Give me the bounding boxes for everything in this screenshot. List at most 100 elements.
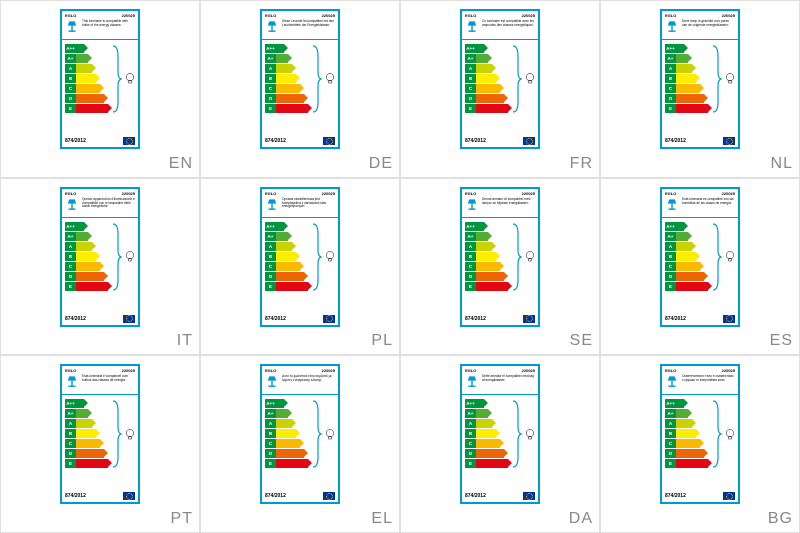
energy-class-label: C bbox=[265, 262, 276, 271]
energy-arrow bbox=[676, 419, 692, 428]
regulation-text: 874/2012 bbox=[65, 316, 86, 322]
energy-class-label: E bbox=[665, 104, 676, 113]
energy-class-label: A+ bbox=[265, 232, 276, 241]
energy-area: A++ A+ A B C D E bbox=[662, 395, 738, 490]
info-row: Questo apparecchio d'illuminazione è com… bbox=[62, 196, 138, 218]
energy-class-label: A+ bbox=[665, 409, 676, 418]
bracket-icon bbox=[112, 399, 122, 469]
energy-row-A+: A+ bbox=[65, 409, 135, 418]
energy-row-A+: A+ bbox=[265, 409, 335, 418]
lamp-icon bbox=[65, 20, 79, 34]
energy-area: A++ A+ A B C D E bbox=[62, 40, 138, 135]
energy-arrow bbox=[276, 64, 292, 73]
energy-arrow bbox=[76, 222, 84, 231]
energy-class-label: C bbox=[665, 439, 676, 448]
card-header: EGLO 220025 bbox=[262, 366, 338, 373]
energy-area: A++ A+ A B C D E bbox=[462, 40, 538, 135]
lamp-icon bbox=[65, 198, 79, 212]
lamp-icon bbox=[65, 375, 79, 389]
energy-class-label: D bbox=[665, 449, 676, 458]
compatibility-text: Diese Leuchte ist kompatibel mit den Leu… bbox=[282, 20, 335, 28]
lamp-icon bbox=[265, 20, 279, 34]
energy-arrow bbox=[76, 429, 96, 438]
card-footer: 874/2012 bbox=[462, 490, 538, 502]
energy-arrow bbox=[276, 94, 304, 103]
energy-row-E: E bbox=[65, 459, 135, 468]
energy-arrow bbox=[676, 242, 692, 251]
energy-class-label: A+ bbox=[65, 409, 76, 418]
regulation-text: 874/2012 bbox=[665, 493, 686, 499]
energy-arrow bbox=[276, 84, 300, 93]
card-header: EGLO 220025 bbox=[262, 189, 338, 196]
energy-label-card: EGLO 220025 Deze lamp is geschikt voor p… bbox=[660, 9, 740, 149]
energy-arrow bbox=[476, 84, 500, 93]
language-code: ES bbox=[770, 332, 793, 350]
card-footer: 874/2012 bbox=[62, 135, 138, 147]
energy-row-D: D bbox=[665, 94, 735, 103]
energy-row-A+: A+ bbox=[265, 232, 335, 241]
energy-class-label: A+ bbox=[465, 409, 476, 418]
energy-row-C: C bbox=[265, 439, 335, 448]
eu-flag-icon bbox=[523, 492, 535, 500]
energy-row-A++: A++ bbox=[665, 222, 735, 231]
energy-class-label: A bbox=[65, 64, 76, 73]
energy-class-label: A++ bbox=[65, 44, 76, 53]
energy-arrow bbox=[476, 222, 484, 231]
energy-class-label: A++ bbox=[665, 44, 676, 53]
energy-class-label: A++ bbox=[265, 399, 276, 408]
cell-PT: EGLO 220025 Esta luminária é compatível … bbox=[0, 355, 200, 533]
energy-class-label: E bbox=[465, 459, 476, 468]
lamp-icon bbox=[665, 375, 679, 389]
card-footer: 874/2012 bbox=[662, 135, 738, 147]
energy-arrow bbox=[476, 232, 488, 241]
energy-arrow bbox=[276, 459, 308, 468]
energy-label-card: EGLO 220025 Esta luminaria es compatible… bbox=[660, 187, 740, 327]
energy-class-label: E bbox=[465, 282, 476, 291]
eu-flag-icon bbox=[523, 315, 535, 323]
bracket-icon bbox=[712, 222, 722, 292]
compatibility-text: Ce luminaire est compatible avec les amp… bbox=[482, 20, 535, 28]
energy-class-label: A+ bbox=[265, 54, 276, 63]
regulation-text: 874/2012 bbox=[665, 316, 686, 322]
energy-arrow bbox=[476, 104, 508, 113]
energy-class-label: E bbox=[665, 459, 676, 468]
energy-arrow bbox=[676, 222, 684, 231]
bulb-icon bbox=[725, 251, 735, 263]
energy-row-D: D bbox=[665, 272, 735, 281]
energy-arrow bbox=[76, 399, 84, 408]
energy-row-D: D bbox=[265, 272, 335, 281]
energy-label-card: EGLO 220025 Denna armatur är kompatibel … bbox=[460, 187, 540, 327]
energy-class-label: D bbox=[65, 94, 76, 103]
energy-arrow bbox=[676, 449, 704, 458]
energy-class-label: C bbox=[65, 439, 76, 448]
card-footer: 874/2012 bbox=[462, 313, 538, 325]
bracket-icon bbox=[312, 399, 322, 469]
eu-flag-icon bbox=[723, 492, 735, 500]
info-row: Освететилното тяло е съвместимо с крушки… bbox=[662, 373, 738, 395]
energy-row-C: C bbox=[665, 439, 735, 448]
energy-row-D: D bbox=[65, 94, 135, 103]
regulation-text: 874/2012 bbox=[65, 493, 86, 499]
energy-class-label: A++ bbox=[465, 44, 476, 53]
energy-arrow bbox=[676, 399, 684, 408]
bulb-icon bbox=[725, 429, 735, 441]
energy-row-E: E bbox=[65, 282, 135, 291]
energy-arrow bbox=[276, 419, 292, 428]
info-row: Esta luminaria es compatible con las bom… bbox=[662, 196, 738, 218]
energy-arrow bbox=[76, 74, 96, 83]
cell-EN: EGLO 220025 This luminaire is compatible… bbox=[0, 0, 200, 178]
energy-class-label: A++ bbox=[665, 222, 676, 231]
energy-class-label: B bbox=[465, 252, 476, 261]
energy-class-label: E bbox=[65, 104, 76, 113]
energy-class-label: A+ bbox=[265, 409, 276, 418]
energy-class-label: C bbox=[665, 84, 676, 93]
lamp-icon bbox=[465, 198, 479, 212]
energy-arrow bbox=[276, 54, 288, 63]
energy-arrow bbox=[76, 439, 100, 448]
energy-label-card: EGLO 220025 Oprawa oświetleniowa jest ko… bbox=[260, 187, 340, 327]
energy-area: A++ A+ A B C D E bbox=[262, 218, 338, 313]
energy-class-label: D bbox=[465, 94, 476, 103]
energy-arrow bbox=[476, 429, 496, 438]
energy-class-label: A+ bbox=[665, 232, 676, 241]
card-footer: 874/2012 bbox=[262, 135, 338, 147]
